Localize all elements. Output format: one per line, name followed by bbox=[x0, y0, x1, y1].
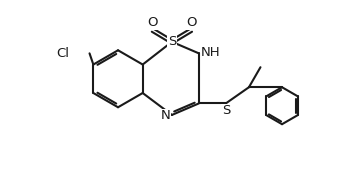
Text: O: O bbox=[186, 17, 197, 30]
Text: O: O bbox=[147, 17, 158, 30]
Text: N: N bbox=[161, 109, 170, 122]
Text: S: S bbox=[222, 104, 230, 117]
Text: NH: NH bbox=[201, 46, 221, 59]
Text: Cl: Cl bbox=[56, 47, 70, 60]
Text: S: S bbox=[168, 35, 176, 48]
